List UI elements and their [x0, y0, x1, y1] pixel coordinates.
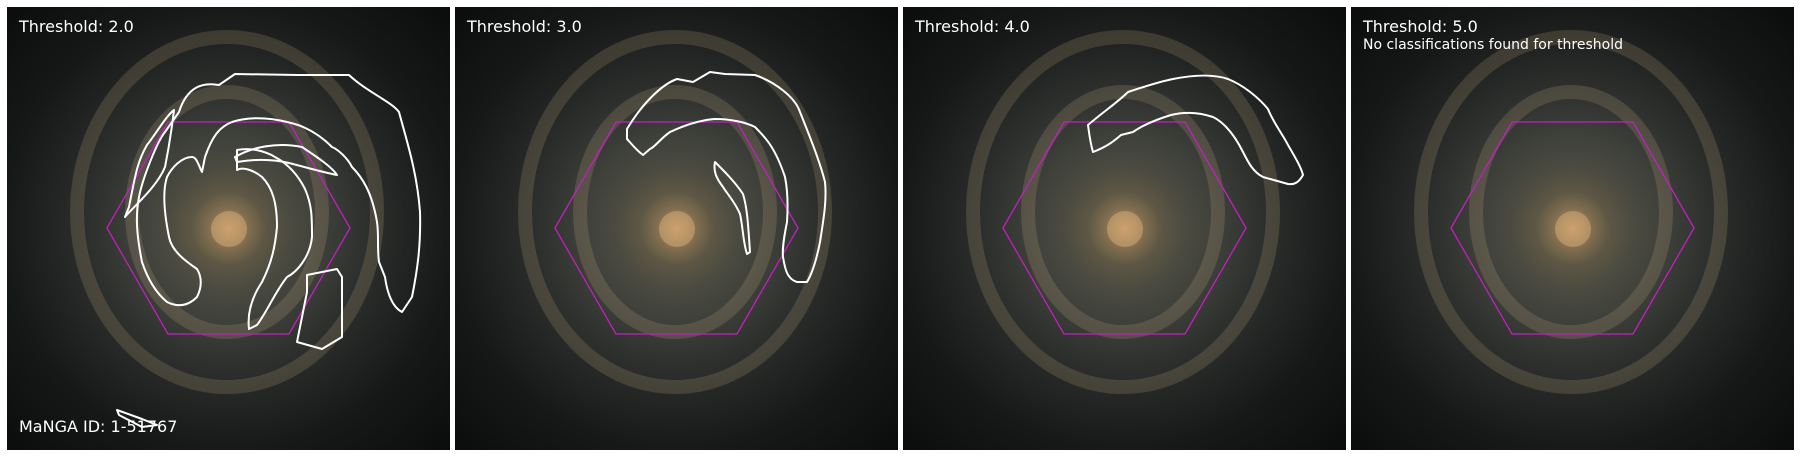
- panel-threshold-2: Threshold: 2.0 MaNGA ID: 1-51767: [7, 7, 450, 450]
- ifu-hexagon: [106, 121, 351, 335]
- contour-outer-arm: [626, 71, 827, 283]
- panel-threshold-3: Threshold: 3.0: [455, 7, 898, 450]
- galaxy-image: [518, 30, 832, 394]
- panel-threshold-4: Threshold: 4.0: [903, 7, 1346, 450]
- contour-outer-arm: [135, 73, 422, 313]
- no-classifications-note: No classifications found for threshold: [1363, 37, 1623, 53]
- spiral-arms: [966, 30, 1280, 394]
- ifu-hexagon: [1002, 121, 1247, 335]
- panel-title: Threshold: 4.0: [915, 17, 1030, 36]
- galaxy-core: [211, 211, 247, 247]
- classification-contours: [1087, 74, 1304, 186]
- galaxy-core: [1555, 211, 1591, 247]
- classification-contours: [116, 73, 422, 428]
- galaxy-core: [659, 211, 695, 247]
- panel-title: Threshold: 2.0: [19, 17, 134, 36]
- panel-title: Threshold: 5.0: [1363, 17, 1478, 36]
- panel-title: Threshold: 3.0: [467, 17, 582, 36]
- contour-arm: [1087, 74, 1304, 186]
- classification-contours: [626, 71, 827, 283]
- contour-small-loop: [234, 144, 338, 176]
- ifu-hexagon: [1450, 121, 1695, 335]
- ifu-hexagon: [554, 121, 799, 335]
- contour-lower-right-blob: [296, 268, 343, 350]
- contour-bottom-streak: [116, 409, 158, 428]
- galaxy-image: [70, 30, 422, 428]
- manga-id-label: MaNGA ID: 1-51767: [19, 417, 178, 436]
- galaxy-image: [1414, 30, 1728, 394]
- galaxy-core: [1107, 211, 1143, 247]
- panel-threshold-5: Threshold: 5.0 No classifications found …: [1351, 7, 1794, 450]
- spiral-arms: [1414, 30, 1728, 394]
- galaxy-image: [966, 30, 1304, 394]
- contour-inner-arm: [713, 161, 751, 255]
- contour-inner-right-arm: [236, 148, 313, 330]
- spiral-arms: [70, 30, 384, 394]
- contour-inner-left-arm: [124, 109, 175, 218]
